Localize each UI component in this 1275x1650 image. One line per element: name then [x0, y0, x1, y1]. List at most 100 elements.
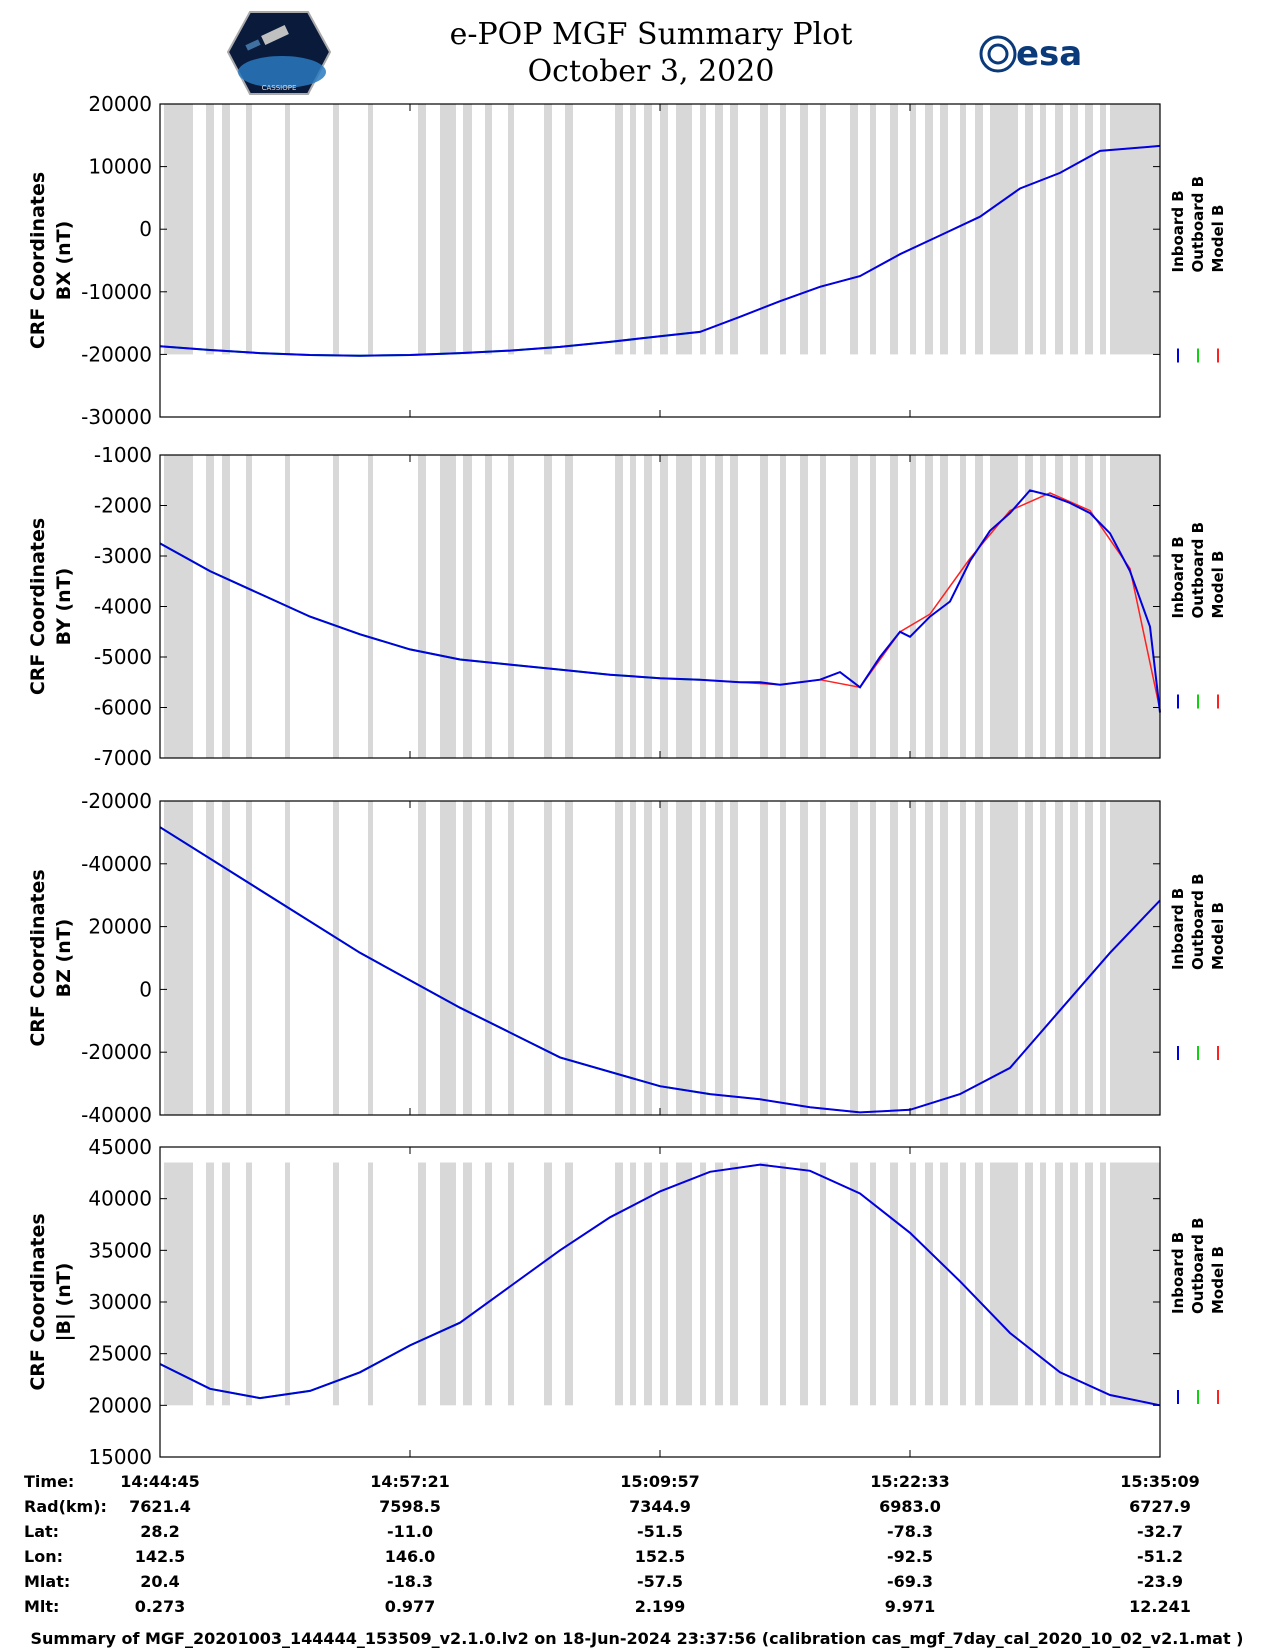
- data-gap-band: [1085, 104, 1093, 355]
- y-axis-label: BX (nT): [53, 221, 75, 301]
- data-gap-band: [730, 104, 738, 355]
- data-gap-band: [910, 1162, 916, 1406]
- ephemeris-row-label: Mlat:: [24, 1572, 70, 1591]
- data-gap-band: [700, 455, 706, 758]
- data-gap-band: [850, 801, 858, 1115]
- data-gap-band: [615, 801, 623, 1115]
- data-gap-band: [644, 801, 652, 1115]
- data-gap-band: [850, 1162, 858, 1406]
- data-gap-band: [485, 801, 492, 1115]
- data-gap-band: [1025, 455, 1033, 758]
- data-gap-band: [1110, 801, 1160, 1115]
- ephemeris-cell: 146.0: [385, 1547, 436, 1566]
- chart-panel-1: -30000 -20000 -10000 0 10000 20000 CRF Coordin…: [27, 92, 1227, 429]
- data-gap-band: [565, 455, 573, 758]
- data-gap-band: [644, 1162, 652, 1406]
- data-gap-band: [870, 1162, 876, 1406]
- legend-label: Outboard B: [1189, 522, 1207, 619]
- y-tick-label: -20000: [81, 342, 152, 366]
- data-gap-band: [925, 1162, 933, 1406]
- data-gap-band: [730, 1162, 738, 1406]
- ephemeris-cell: -69.3: [887, 1572, 933, 1591]
- data-gap-band: [676, 801, 692, 1115]
- ephemeris-row-label: Mlt:: [24, 1597, 59, 1616]
- y-tick-label: -4000: [94, 595, 152, 619]
- data-gap-band: [164, 104, 193, 355]
- legend-label: Outboard B: [1189, 176, 1207, 273]
- ephemeris-cell: 9.971: [885, 1597, 936, 1616]
- y-tick-label: 45000: [88, 1135, 152, 1159]
- plot-date: October 3, 2020: [528, 54, 775, 89]
- ephemeris-cell: -92.5: [887, 1547, 933, 1566]
- ephemeris-row-label: Lon:: [24, 1547, 63, 1566]
- ephemeris-cell: -11.0: [387, 1522, 433, 1541]
- data-gap-band: [630, 104, 636, 355]
- data-gap-band: [418, 455, 426, 758]
- ephemeris-cell: 12.241: [1129, 1597, 1191, 1616]
- ephemeris-cell: 15:09:57: [620, 1472, 700, 1491]
- data-gap-band: [760, 1162, 768, 1406]
- ephemeris-cell: 152.5: [635, 1547, 686, 1566]
- data-gap-band: [800, 1162, 808, 1406]
- data-gap-band: [285, 801, 290, 1115]
- data-gap-band: [870, 104, 876, 355]
- data-gap-band: [206, 104, 214, 355]
- ephemeris-cell: 15:22:33: [870, 1472, 950, 1491]
- data-gap-band: [508, 801, 514, 1115]
- data-gap-band: [368, 1162, 373, 1406]
- data-gap-band: [975, 104, 983, 355]
- data-gap-band: [418, 801, 426, 1115]
- legend-label: Inboard B: [1169, 190, 1187, 272]
- data-gap-band: [870, 455, 876, 758]
- data-gap-band: [890, 1162, 898, 1406]
- data-gap-band: [1070, 104, 1078, 355]
- y-tick-label: -5000: [94, 645, 152, 669]
- data-gap-band: [418, 1162, 426, 1406]
- data-gap-band: [544, 801, 552, 1115]
- y-tick-label: 0: [139, 217, 152, 241]
- ephemeris-row-label: Rad(km):: [24, 1497, 107, 1516]
- data-gap-band: [800, 801, 808, 1115]
- ephemeris-cell: 14:44:45: [120, 1472, 200, 1491]
- data-gap-band: [1055, 1162, 1063, 1406]
- data-gap-band: [463, 1162, 472, 1406]
- series-line-inboard-b: [159, 1163, 1161, 1407]
- data-gap-band: [820, 104, 826, 355]
- data-gap-band: [1085, 455, 1093, 758]
- data-gap-band: [660, 455, 668, 758]
- data-gap-band: [440, 455, 456, 758]
- data-gap-band: [1110, 104, 1160, 355]
- data-gap-band: [960, 104, 966, 355]
- ephemeris-cell: -51.2: [1137, 1547, 1183, 1566]
- data-gap-band: [485, 104, 492, 355]
- data-gap-band: [615, 104, 623, 355]
- y-tick-label: 10000: [88, 155, 152, 179]
- y-axis-label: BZ (nT): [53, 919, 75, 998]
- data-gap-band: [730, 801, 738, 1115]
- data-gap-band: [910, 455, 916, 758]
- ephemeris-cell: 0.273: [135, 1597, 186, 1616]
- y-axis-label-top: CRF Coordinates: [27, 1213, 49, 1390]
- data-gap-band: [630, 1162, 636, 1406]
- data-gap-band: [850, 104, 858, 355]
- data-gap-band: [1040, 104, 1046, 355]
- ephemeris-cell: 15:35:09: [1120, 1472, 1200, 1491]
- data-gap-band: [206, 455, 214, 758]
- data-gap-band: [1070, 1162, 1078, 1406]
- data-gap-band: [565, 104, 573, 355]
- y-tick-label: -2000: [94, 494, 152, 518]
- data-gap-band: [820, 1162, 826, 1406]
- data-gap-band: [644, 104, 652, 355]
- data-gap-band: [940, 801, 948, 1115]
- data-gap-band: [990, 455, 1018, 758]
- data-gap-band: [565, 1162, 573, 1406]
- legend-label: Model B: [1209, 902, 1227, 970]
- data-gap-band: [206, 801, 214, 1115]
- data-gap-band: [676, 455, 692, 758]
- data-gap-band: [780, 801, 786, 1115]
- ephemeris-cell: 142.5: [135, 1547, 186, 1566]
- y-tick-label: -40000: [81, 852, 152, 876]
- data-gap-band: [660, 801, 668, 1115]
- legend-label: Inboard B: [1169, 888, 1187, 970]
- data-gap-band: [630, 455, 636, 758]
